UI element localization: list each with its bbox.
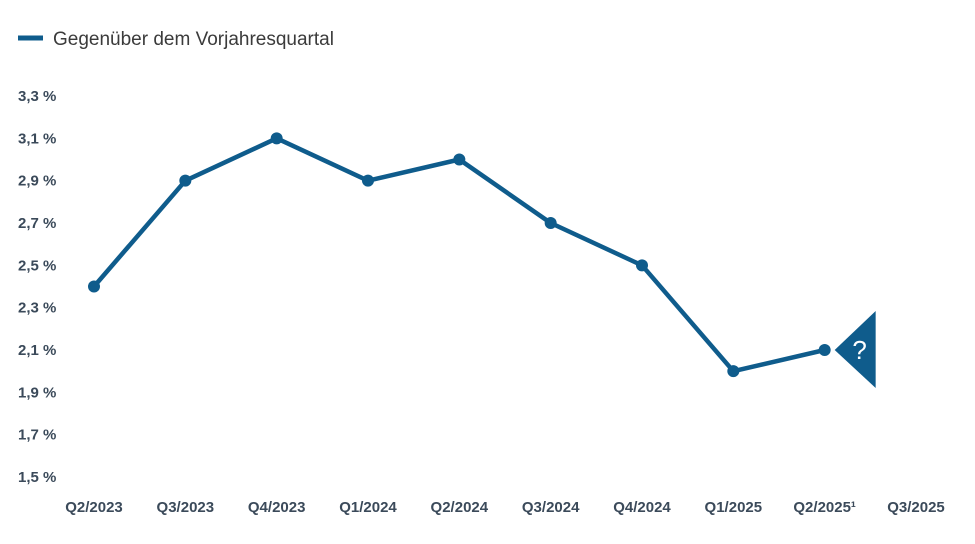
data-point [636, 259, 648, 272]
series-line [88, 132, 831, 378]
x-tick-label: Q3/2025 [887, 499, 945, 516]
data-point [88, 280, 100, 293]
annotation-triangle [834, 311, 876, 388]
y-axis-ticks: 1,5 % 1,7 % 1,9 % 2,1 % 2,3 % 2,5 % 2,7 % 2,9 %… [18, 88, 56, 486]
x-tick-label: Q3/2023 [157, 499, 215, 516]
y-tick-label: 2,7 % [18, 215, 56, 232]
legend: Gegenüber dem Vorjahresquartal [18, 29, 334, 50]
x-axis-ticks: Q2/2023 Q3/2023 Q4/2023 Q1/2024 Q2/2024 Q3/20… [65, 499, 945, 516]
y-tick-label: 2,3 % [18, 300, 56, 317]
x-tick-label: Q4/2024 [613, 499, 671, 516]
y-tick-label: 2,5 % [18, 257, 56, 274]
x-tick-label: Q1/2025 [705, 499, 763, 516]
y-tick-label: 1,5 % [18, 469, 56, 486]
x-tick-label: Q2/2023 [65, 499, 123, 516]
series-path [91, 136, 827, 374]
data-point [727, 365, 740, 378]
x-tick-label: Q1/2024 [339, 499, 397, 516]
question-mark-annotation: ? [834, 311, 876, 388]
data-point [453, 153, 466, 166]
legend-label: Gegenüber dem Vorjahresquartal [53, 29, 334, 50]
data-point [818, 344, 831, 356]
y-tick-label: 1,7 % [18, 427, 56, 444]
x-tick-label: Q4/2023 [248, 499, 306, 516]
data-point [362, 174, 374, 187]
y-tick-label: 1,9 % [18, 384, 56, 401]
y-tick-label: 2,1 % [18, 342, 56, 359]
data-point [544, 217, 557, 229]
x-tick-label: Q2/2025¹ [793, 499, 856, 516]
x-tick-label: Q2/2024 [431, 499, 489, 516]
question-mark-icon: ? [852, 335, 866, 365]
data-point [179, 174, 192, 187]
y-tick-label: 2,9 % [18, 173, 56, 190]
y-tick-label: 3,3 % [18, 88, 56, 105]
x-tick-label: Q3/2024 [522, 499, 580, 516]
y-tick-label: 3,1 % [18, 130, 56, 147]
data-point [270, 132, 283, 145]
